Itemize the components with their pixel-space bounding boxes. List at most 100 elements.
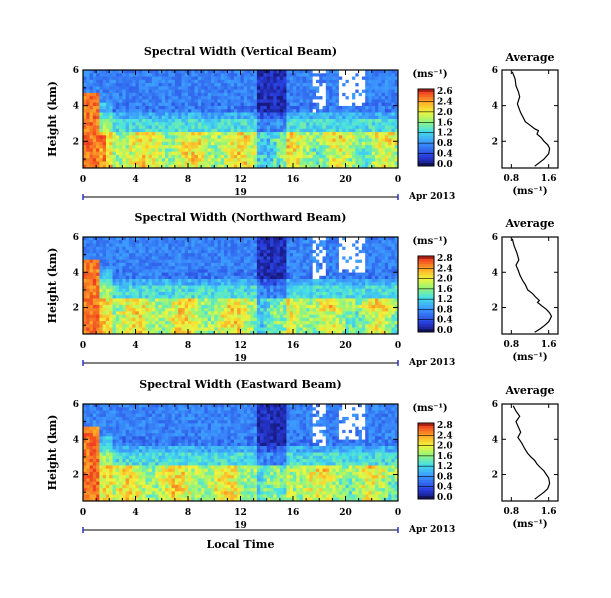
heatmap-cell	[230, 102, 235, 107]
heatmap-cell	[299, 109, 304, 113]
heatmap-cell	[273, 327, 277, 332]
heatmap-cell	[279, 145, 284, 149]
heatmap-cell	[194, 89, 199, 94]
heatmap-cell	[155, 79, 159, 84]
heatmap-cell	[135, 122, 140, 126]
heatmap-cell	[247, 125, 251, 130]
heatmap-cell	[204, 288, 209, 293]
heatmap-cell	[342, 128, 346, 133]
heatmap-cell	[224, 102, 228, 107]
heatmap-cell	[155, 249, 159, 254]
heatmap-cell	[83, 311, 87, 315]
heatmap-cell	[125, 99, 130, 104]
heatmap-cell	[243, 269, 248, 273]
heatmap-cell	[197, 330, 202, 335]
heatmap-cell	[174, 151, 179, 156]
heatmap-cell	[237, 125, 241, 130]
heatmap-cell	[227, 262, 232, 267]
heatmap-cell	[138, 266, 143, 270]
heatmap-cell	[132, 317, 136, 322]
heatmap-cell	[125, 237, 130, 241]
heatmap-cell	[220, 158, 225, 162]
heatmap-cell	[256, 125, 261, 130]
heatmap-cell	[260, 272, 264, 277]
heatmap-cell	[92, 266, 97, 270]
heatmap-cell	[210, 272, 215, 277]
heatmap-cell	[358, 99, 363, 104]
heatmap-cell	[125, 269, 130, 273]
heatmap-cell	[165, 321, 169, 325]
heatmap-cell	[194, 246, 199, 251]
heatmap-cell	[224, 308, 228, 312]
heatmap-cell	[325, 158, 330, 162]
heatmap-cell	[270, 269, 274, 273]
heatmap-cell	[83, 282, 87, 286]
heatmap-cell	[220, 314, 225, 319]
heatmap-cell	[329, 79, 333, 84]
heatmap-cell	[138, 109, 143, 113]
heatmap-cell	[96, 282, 100, 286]
heatmap-cell	[338, 79, 343, 84]
heatmap-cell	[210, 266, 215, 270]
heatmap-cell	[210, 148, 215, 153]
heatmap-cell	[184, 308, 189, 312]
colorbar-tick-label: 1.2	[437, 129, 453, 139]
heatmap-cell	[92, 164, 97, 169]
heatmap-cell	[302, 148, 307, 153]
heatmap-cell	[217, 92, 222, 97]
heatmap-cell	[378, 73, 382, 77]
heatmap-cell	[329, 138, 333, 143]
heatmap-cell	[365, 138, 369, 143]
heatmap-cell	[375, 141, 379, 146]
heatmap-cell	[92, 141, 97, 146]
heatmap-cell	[260, 298, 264, 303]
heatmap-cell	[142, 240, 146, 244]
heatmap-cell	[214, 73, 218, 77]
heatmap-cell	[86, 301, 90, 306]
heatmap-cell	[296, 275, 300, 280]
heatmap-cell	[112, 145, 117, 149]
heatmap-cell	[181, 79, 186, 84]
colorbar-swatch	[418, 116, 434, 120]
heatmap-cell	[253, 272, 258, 277]
heatmap-cell	[253, 73, 258, 77]
heatmap-cell	[256, 330, 261, 335]
heatmap-cell	[332, 154, 337, 159]
heatmap-cell	[237, 148, 241, 153]
heatmap-cell	[112, 246, 117, 251]
heatmap-cell	[266, 259, 271, 264]
heatmap-cell	[207, 314, 212, 319]
heatmap-cell	[371, 125, 376, 130]
heatmap-cell	[86, 314, 90, 319]
heatmap-cell	[158, 145, 163, 149]
heatmap-cell	[128, 288, 133, 293]
heatmap-cell	[191, 259, 195, 264]
heatmap-cell	[161, 266, 166, 270]
heatmap-cell	[86, 76, 90, 81]
heatmap-cell	[92, 105, 97, 110]
average-title: Average	[504, 51, 554, 64]
heatmap-cell	[83, 314, 87, 319]
heatmap-cell	[253, 311, 258, 315]
heatmap-cell	[375, 122, 379, 126]
heatmap-cell	[204, 102, 209, 107]
heatmap-cell	[338, 141, 343, 146]
heatmap-cell	[165, 135, 169, 139]
heatmap-cell	[191, 79, 195, 84]
heatmap-cell	[243, 253, 248, 257]
heatmap-cell	[96, 141, 100, 146]
heatmap-cell	[256, 105, 261, 110]
heatmap-cell	[184, 138, 189, 143]
heatmap-cell	[240, 145, 245, 149]
heatmap-cell	[296, 259, 300, 264]
heatmap-cell	[119, 102, 123, 107]
heatmap-cell	[197, 253, 202, 257]
heatmap-cell	[371, 70, 376, 74]
x-tick-label: 8	[185, 175, 191, 185]
heatmap-cell	[233, 282, 238, 286]
heatmap-cell	[240, 246, 245, 251]
heatmap-cell	[184, 161, 189, 166]
heatmap-cell	[309, 89, 314, 94]
heatmap-cell	[279, 161, 284, 166]
heatmap-cell	[125, 79, 130, 84]
